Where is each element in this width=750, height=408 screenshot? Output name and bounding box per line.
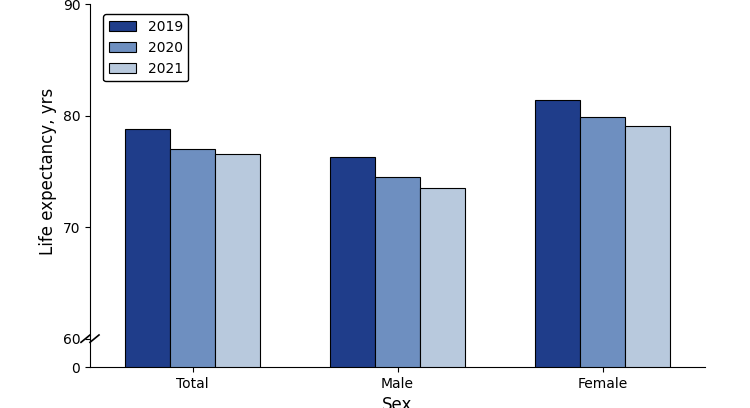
Bar: [420, 188, 465, 408]
Bar: [625, 126, 670, 408]
Bar: [215, 153, 260, 408]
Bar: [375, 177, 420, 408]
Bar: [535, 100, 580, 408]
Y-axis label: Life expectancy, yrs: Life expectancy, yrs: [39, 88, 57, 255]
Bar: [580, 117, 625, 408]
Bar: [625, 330, 670, 367]
Bar: [580, 329, 625, 367]
Bar: [215, 331, 260, 367]
Bar: [124, 330, 170, 367]
Bar: [170, 330, 215, 367]
Bar: [375, 332, 420, 367]
Bar: [420, 332, 465, 367]
Bar: [535, 328, 580, 367]
Bar: [124, 129, 170, 408]
Bar: [330, 331, 375, 367]
Legend: 2019, 2020, 2021: 2019, 2020, 2021: [103, 14, 188, 81]
Bar: [330, 157, 375, 408]
X-axis label: Sex: Sex: [382, 397, 412, 408]
Bar: [170, 149, 215, 408]
